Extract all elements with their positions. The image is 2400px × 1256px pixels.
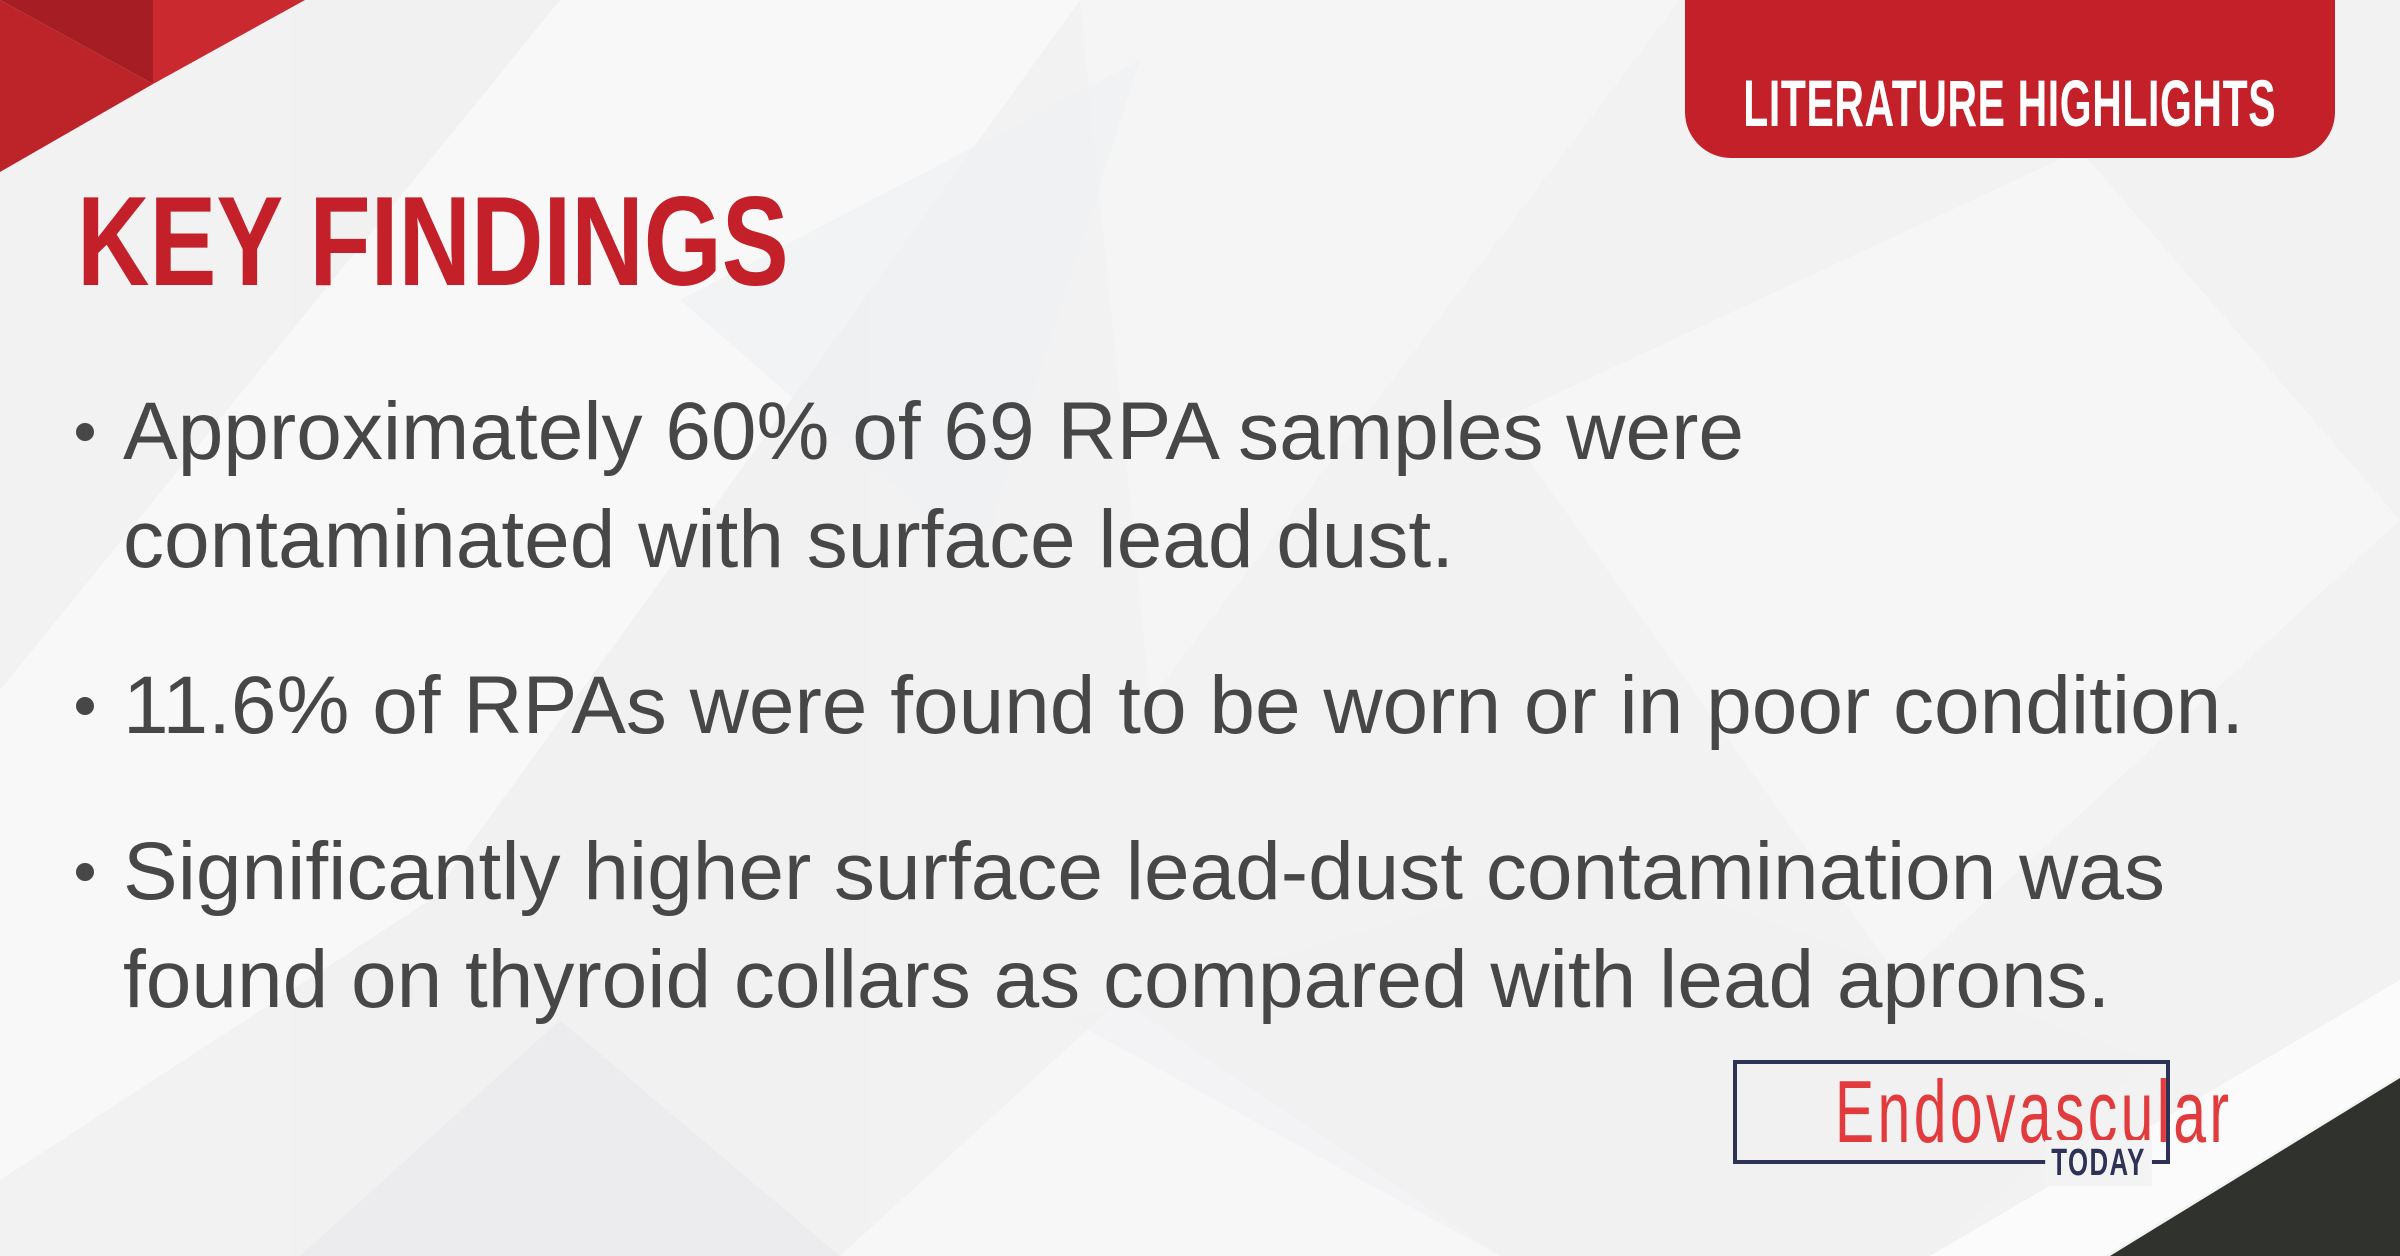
list-item: 11.6% of RPAs were found to be worn or i… <box>70 652 2370 760</box>
logo-brand-text: Endovascular <box>1834 1062 2233 1161</box>
badge-label: LITERATURE HIGHLIGHTS <box>1743 66 2277 140</box>
bullet-marker-icon <box>76 423 94 441</box>
finding-text: Significantly higher surface lead-dust c… <box>123 826 2165 917</box>
finding-text: contaminated with surface lead dust. <box>123 494 1454 585</box>
finding-text: Approximately 60% of 69 RPA samples were <box>123 386 1745 477</box>
finding-text: 11.6% of RPAs were found to be worn or i… <box>123 660 2245 751</box>
page-title-text: KEY FINDINGS <box>77 170 789 312</box>
bullet-marker-icon <box>76 697 94 715</box>
page-title: KEY FINDINGS <box>77 178 978 305</box>
key-findings-list: Approximately 60% of 69 RPA samples were… <box>70 378 2370 1034</box>
list-item: Approximately 60% of 69 RPA samples were… <box>70 378 2370 594</box>
logo-suffix-text: TODAY <box>2045 1140 2152 1186</box>
endovascular-today-logo: Endovascular TODAY <box>1733 1060 2229 1186</box>
literature-highlights-badge: LITERATURE HIGHLIGHTS <box>1685 0 2335 158</box>
list-item: Significantly higher surface lead-dust c… <box>70 818 2370 1034</box>
finding-text: found on thyroid collars as compared wit… <box>123 934 2111 1025</box>
bullet-marker-icon <box>76 863 94 881</box>
corner-accent-top-left <box>0 0 305 172</box>
